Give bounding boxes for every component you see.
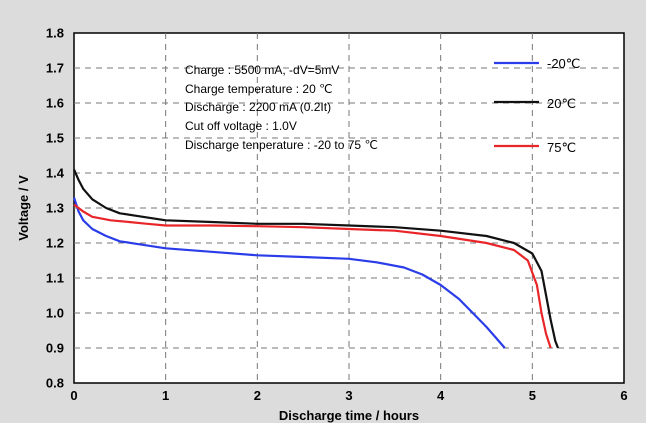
annotation-line: Cut off voltage : 1.0V [185,119,297,133]
y-tick-label: 0.9 [46,341,64,356]
x-tick-label: 3 [345,388,352,403]
y-tick-label: 1.6 [46,96,64,111]
x-tick-label: 5 [529,388,536,403]
y-tick-label: 1.4 [46,166,65,181]
legend-label: -20℃ [547,56,580,71]
axis-ticks: 0 1 2 3 4 5 6 0.8 0.9 1.0 1.1 1.2 1.3 1.4 1.5 1.6 1.7 1.8 [46,26,628,404]
y-tick-label: 1.2 [46,236,64,251]
annotation-line: Charge : 5500 mA, -dV=5mV [185,63,339,77]
x-tick-label: 1 [162,388,169,403]
annotation-line: Charge temperature : 20 ℃ [185,82,333,96]
conditions-annotation: Charge : 5500 mA, -dV=5mV Charge tempera… [185,63,378,152]
y-tick-label: 0.8 [46,376,64,391]
y-axis-label: Voltage / V [16,175,31,241]
y-tick-label: 1.5 [46,131,64,146]
annotation-line: Discharge tenperature : -20 to 75 ℃ [185,138,378,152]
y-tick-label: 1.7 [46,61,64,76]
y-tick-label: 1.8 [46,26,64,41]
legend-label: 75℃ [547,140,576,155]
x-tick-label: 2 [254,388,261,403]
y-tick-label: 1.3 [46,201,64,216]
x-tick-label: 0 [70,388,77,403]
series-lines [72,169,560,349]
legend: -20℃ 20℃ 75℃ [494,56,580,155]
series-line [73,203,552,349]
x-tick-label: 6 [620,388,627,403]
x-tick-label: 4 [437,388,445,403]
x-axis-label: Discharge time / hours [279,408,419,423]
y-tick-label: 1.1 [46,271,64,286]
legend-label: 20℃ [547,96,576,111]
series-line [72,197,506,349]
series-line [72,169,560,349]
annotation-line: Discharge : 2200 mA (0.2It) [185,100,331,114]
grid [74,33,624,383]
y-tick-label: 1.0 [46,306,64,321]
